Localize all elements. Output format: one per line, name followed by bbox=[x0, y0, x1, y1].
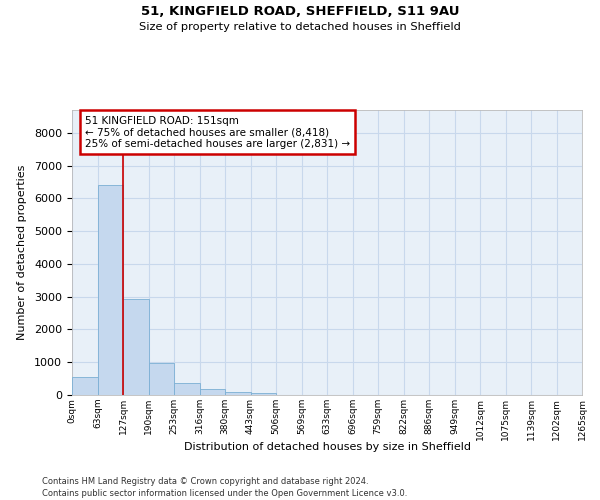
Bar bbox=[251, 393, 276, 395]
Text: Size of property relative to detached houses in Sheffield: Size of property relative to detached ho… bbox=[139, 22, 461, 32]
Bar bbox=[149, 363, 174, 395]
Bar bbox=[199, 390, 225, 395]
Bar bbox=[72, 377, 97, 395]
Bar bbox=[174, 383, 199, 395]
Text: 51 KINGFIELD ROAD: 151sqm
← 75% of detached houses are smaller (8,418)
25% of se: 51 KINGFIELD ROAD: 151sqm ← 75% of detac… bbox=[85, 116, 350, 149]
Text: Contains public sector information licensed under the Open Government Licence v3: Contains public sector information licen… bbox=[42, 489, 407, 498]
Text: Distribution of detached houses by size in Sheffield: Distribution of detached houses by size … bbox=[184, 442, 470, 452]
Bar bbox=[97, 186, 123, 395]
Y-axis label: Number of detached properties: Number of detached properties bbox=[17, 165, 27, 340]
Bar bbox=[225, 392, 251, 395]
Text: 51, KINGFIELD ROAD, SHEFFIELD, S11 9AU: 51, KINGFIELD ROAD, SHEFFIELD, S11 9AU bbox=[141, 5, 459, 18]
Text: Contains HM Land Registry data © Crown copyright and database right 2024.: Contains HM Land Registry data © Crown c… bbox=[42, 478, 368, 486]
Bar bbox=[123, 300, 149, 395]
